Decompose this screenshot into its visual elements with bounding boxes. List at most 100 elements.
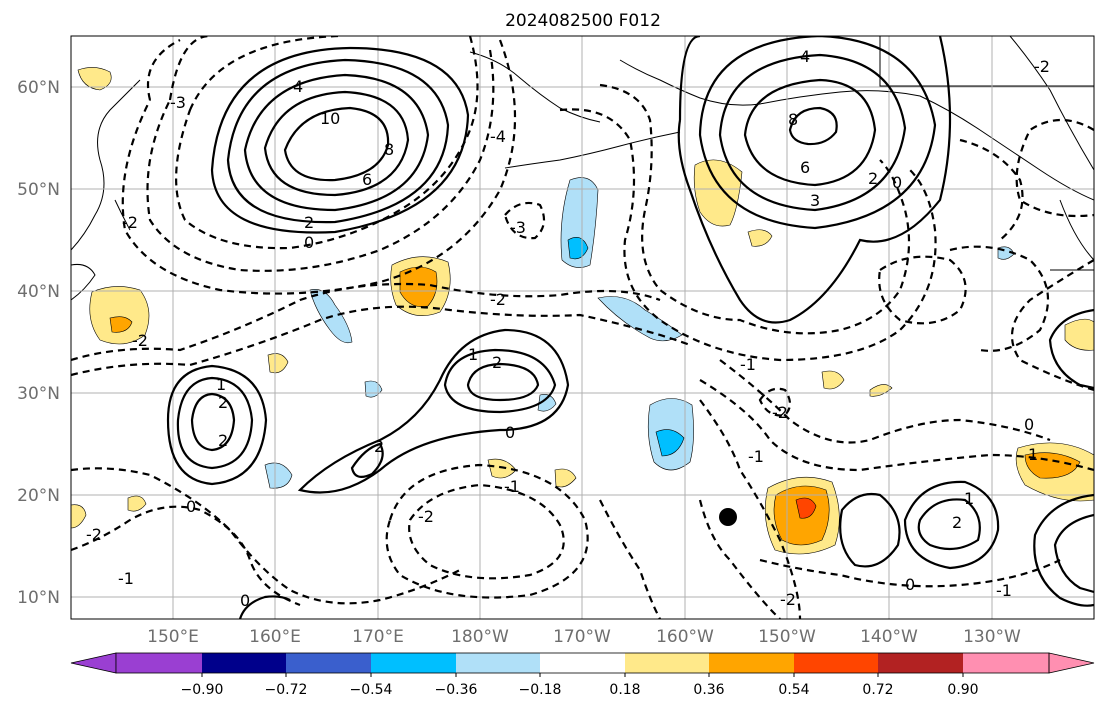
contour-label: 2	[492, 353, 502, 372]
contour-label: -1	[740, 355, 756, 374]
contour-label: 1	[1028, 445, 1038, 464]
contour-label: 0	[905, 575, 915, 594]
colorbar-high-extension	[1048, 652, 1095, 674]
lon-label: 150°E	[147, 627, 199, 647]
colorbar-cell	[116, 653, 202, 673]
colorbar-tick-label: −0.72	[265, 682, 308, 698]
colorbar-cell	[202, 653, 286, 673]
contour-label: -2	[122, 213, 138, 232]
map-panel: 10 8 6 4 2 0 4 8 6 3 2 0 -3 -3 -4 -2 -2 …	[71, 36, 1094, 619]
contour-label: -2	[418, 507, 434, 526]
colorbar-cell	[794, 653, 878, 673]
colorbar-cell	[371, 653, 456, 673]
colorbar-cell	[709, 653, 794, 673]
contour-label: 2	[952, 513, 962, 532]
colorbar-low-extension	[70, 652, 117, 674]
lon-label: 150°W	[758, 627, 816, 647]
contour-label: -2	[780, 590, 796, 609]
contour-label: 10	[320, 109, 340, 128]
colorbar-cell	[963, 653, 1049, 673]
anomaly-positive-region	[1064, 318, 1094, 351]
contour-label: 0	[186, 497, 196, 516]
lat-label: 40°N	[17, 282, 60, 302]
contour-label: 3	[810, 191, 820, 210]
contour-label: 2	[218, 393, 228, 412]
colorbar-cell	[456, 653, 540, 673]
contour-label: 8	[788, 110, 798, 129]
lon-label: 170°E	[352, 627, 404, 647]
contour-label: -2	[1034, 57, 1050, 76]
anomaly-negative-region	[537, 394, 557, 412]
colorbar-cell	[878, 653, 963, 673]
gridlines	[71, 36, 1094, 619]
contour-label: -2	[772, 403, 788, 422]
contour-label: 1	[216, 375, 226, 394]
anomaly-positive-region	[77, 67, 112, 91]
contour-label: 4	[293, 77, 303, 96]
contour-label: 2	[304, 213, 314, 232]
colorbar-tick-label: 0.54	[778, 682, 809, 698]
colorbar-tick-label: −0.90	[181, 682, 224, 698]
colorbar-cell	[286, 653, 371, 673]
contour-label: 2	[218, 431, 228, 450]
contour-label: 6	[362, 170, 372, 189]
colorbar-cell	[625, 653, 709, 673]
contour-label: 8	[384, 140, 394, 159]
positive-contours	[166, 36, 1094, 619]
lat-label: 50°N	[17, 180, 60, 200]
latitude-labels: 60°N 50°N 40°N 30°N 20°N 10°N	[17, 78, 60, 608]
anomaly-positive-region	[554, 468, 577, 488]
contour-label: 0	[304, 233, 314, 252]
anomaly-strong-positive-region	[1024, 452, 1081, 479]
lat-label: 60°N	[17, 78, 60, 98]
colorbar-tick-label: 0.18	[609, 682, 640, 698]
colorbar: −0.90 −0.72 −0.54 −0.36 −0.18 0.18 0.36 …	[70, 652, 1095, 698]
colorbar-tick-label: 0.72	[862, 682, 893, 698]
colorbar-tick-label: −0.18	[519, 682, 562, 698]
anomaly-positive-region	[821, 370, 845, 390]
contour-label: -1	[996, 581, 1012, 600]
colorbar-tick-label: 0.90	[947, 682, 978, 698]
contour-label: 2	[374, 437, 384, 456]
contour-label: 4	[800, 47, 810, 66]
lon-label: 180°W	[451, 627, 509, 647]
lon-label: 160°E	[249, 627, 301, 647]
contour-label: 1	[468, 345, 478, 364]
contour-label: 0	[892, 173, 902, 192]
contour-label: -1	[504, 477, 520, 496]
lon-label: 140°W	[860, 627, 918, 647]
anomaly-very-strong-positive-region	[795, 497, 817, 519]
contour-label: -3	[510, 218, 526, 237]
colorbar-tick-label: −0.36	[435, 682, 478, 698]
lat-label: 10°N	[17, 588, 60, 608]
map-title: 2024082500 F012	[505, 11, 661, 31]
anomaly-positive-region	[127, 495, 147, 512]
anomaly-strong-positive-region	[109, 316, 133, 333]
lon-label: 170°W	[553, 627, 611, 647]
colorbar-ticks	[201, 673, 964, 677]
contour-label: -3	[170, 93, 186, 112]
contour-label: -2	[132, 331, 148, 350]
anomaly-moderate-negative-region	[567, 237, 589, 260]
colorbar-tick-label: 0.36	[693, 682, 724, 698]
storm-center-marker	[719, 508, 737, 526]
colorbar-cell	[540, 653, 625, 673]
anomaly-positive-region	[71, 504, 87, 529]
longitude-labels: 150°E 160°E 170°E 180°W 170°W 160°W 150°…	[147, 627, 1021, 647]
lat-label: 20°N	[17, 486, 60, 506]
contour-label: 2	[868, 169, 878, 188]
contour-label: 0	[1024, 415, 1034, 434]
anomaly-positive-region	[267, 353, 289, 374]
anomaly-positive-region	[89, 286, 150, 345]
contour-label: -2	[490, 290, 506, 309]
contour-labels: 10 8 6 4 2 0 4 8 6 3 2 0 -3 -3 -4 -2 -2 …	[86, 47, 1050, 610]
contour-label: -2	[86, 525, 102, 544]
contour-label: 0	[505, 423, 515, 442]
map-frame	[70, 35, 1095, 620]
contour-label: 1	[964, 489, 974, 508]
contour-label: 6	[800, 158, 810, 177]
negative-contours	[71, 36, 1094, 619]
contour-label: 0	[240, 591, 250, 610]
anomaly-moderate-negative-region	[655, 429, 685, 457]
